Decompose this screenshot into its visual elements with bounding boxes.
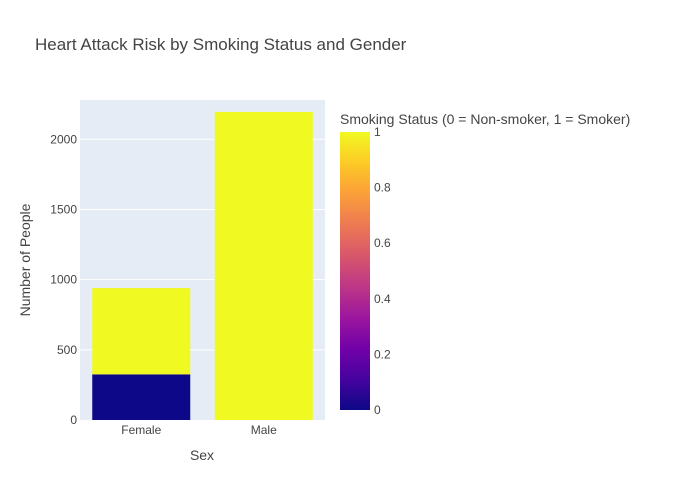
bar-female-status-1 <box>92 288 191 375</box>
colorbar-ticks: 0 0.2 0.4 0.6 0.8 1 <box>374 125 391 417</box>
x-tick-label: Male <box>251 423 277 437</box>
y-tick-label: 1500 <box>50 202 77 216</box>
x-tick-label: Female <box>121 423 161 437</box>
colorbar-tick-label: 0.8 <box>374 181 391 195</box>
y-axis-title: Number of People <box>17 203 33 316</box>
colorbar-tick-label: 0.6 <box>374 236 391 250</box>
y-tick-label: 500 <box>57 343 77 357</box>
colorbar-title: Smoking Status (0 = Non-smoker, 1 = Smok… <box>340 111 630 127</box>
y-axis-ticks: 0 500 1000 1500 2000 <box>50 132 77 427</box>
colorbar-tick-label: 1 <box>374 125 381 139</box>
bar-male-status-1 <box>214 111 313 421</box>
bar-female-status-0 <box>92 374 191 420</box>
bars <box>92 111 313 421</box>
colorbar <box>340 132 370 410</box>
x-axis-ticks: Female Male <box>121 423 277 437</box>
chart-title: Heart Attack Risk by Smoking Status and … <box>35 35 407 54</box>
y-tick-label: 2000 <box>50 132 77 146</box>
colorbar-tick-label: 0.4 <box>374 292 391 306</box>
colorbar-tick-label: 0 <box>374 403 381 417</box>
colorbar-tick-label: 0.2 <box>374 347 391 361</box>
x-axis-title: Sex <box>190 447 214 463</box>
y-tick-label: 0 <box>70 413 77 427</box>
y-tick-label: 1000 <box>50 273 77 287</box>
